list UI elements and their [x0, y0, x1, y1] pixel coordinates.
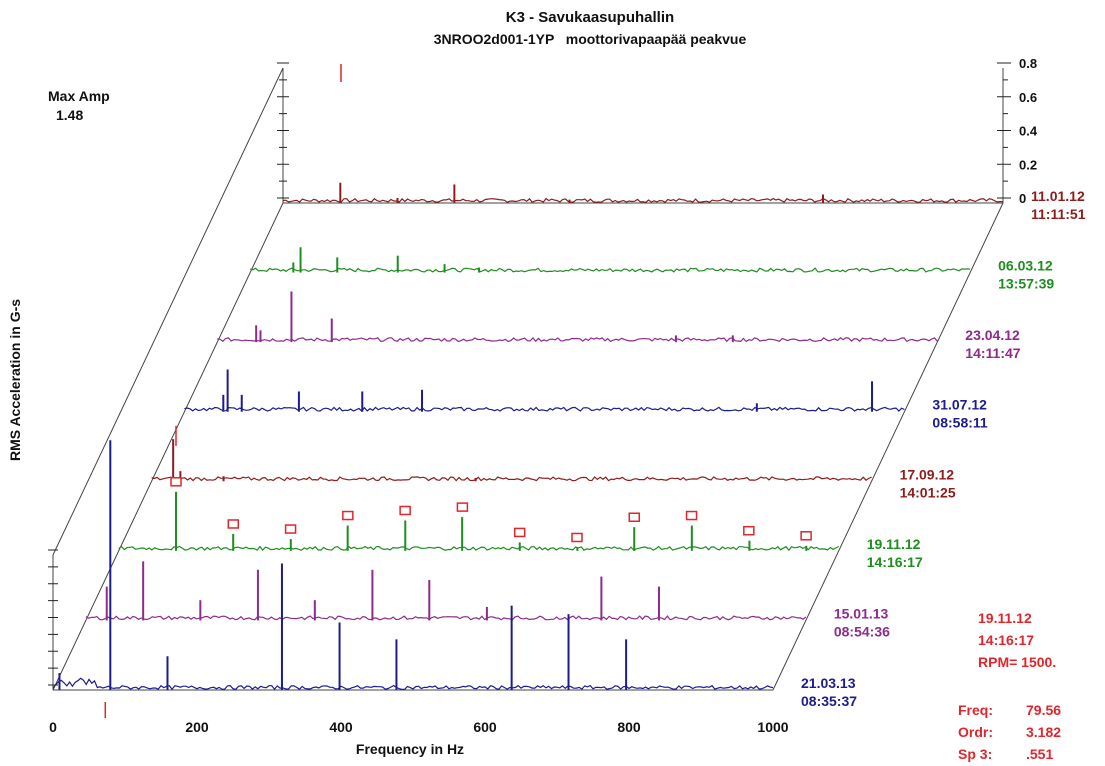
x-tick-label: 200 — [185, 719, 209, 735]
chart-title: K3 - Savukaasupuhallin — [506, 9, 674, 26]
harmonic-marker — [628, 512, 641, 522]
y-tick-label: 0.6 — [1019, 90, 1037, 105]
series-date-label: 17.09.12 — [900, 466, 955, 482]
harmonic-marker — [342, 510, 354, 521]
y-tick-label: 0.4 — [1019, 124, 1038, 139]
series-time-label: 08:35:37 — [801, 693, 857, 709]
series-date-label: 23.04.12 — [965, 327, 1020, 343]
x-tick-label: 400 — [329, 719, 353, 735]
freq-label: Freq: — [958, 702, 993, 718]
series-date-label: 11.01.12 — [1031, 188, 1085, 204]
series-time-label: 08:58:11 — [932, 415, 987, 431]
series-noise-line — [184, 406, 905, 412]
harmonic-marker — [284, 524, 297, 534]
upper-depth-line — [52, 67, 284, 556]
series-noise-line — [52, 677, 774, 691]
cursor-rpm: RPM= 1500. — [978, 654, 1057, 670]
series-time-label: 14:11:47 — [965, 345, 1020, 361]
series-date-label: 15.01.13 — [834, 605, 889, 621]
speed-value: .551 — [1026, 746, 1054, 762]
y-tick-label: 0.8 — [1019, 56, 1037, 71]
series-noise-line — [282, 197, 1004, 204]
max-amp-label: Max Amp — [48, 88, 110, 104]
series-date-label: 21.03.13 — [801, 675, 856, 691]
speed-label: Sp 3: — [958, 746, 993, 762]
harmonic-marker — [227, 519, 240, 529]
harmonic-marker — [571, 532, 583, 543]
chart-subtitle: 3NROO2d001-1YP moottorivapaapää peakvue — [434, 31, 747, 47]
order-value: 3.182 — [1026, 724, 1062, 740]
harmonic-marker — [456, 502, 469, 512]
series-noise-line — [151, 476, 872, 482]
series-time-label: 14:16:17 — [867, 554, 923, 570]
x-tick-label: 1000 — [757, 719, 788, 735]
x-tick-label: 800 — [617, 719, 641, 735]
y-axis-label: RMS Acceleration in G-s — [7, 299, 23, 461]
x-axis-label: Frequency in Hz — [356, 741, 464, 757]
y-tick-label: 0.2 — [1019, 157, 1037, 172]
freq-value: 79.56 — [1026, 702, 1062, 718]
series-date-label: 19.11.12 — [867, 536, 921, 552]
series-time-label: 08:54:36 — [834, 623, 890, 639]
series-date-label: 31.07.12 — [932, 397, 987, 413]
series-time-label: 14:01:25 — [900, 484, 956, 500]
y-tick-label: 0 — [1019, 191, 1026, 206]
series-time-label: 13:57:39 — [998, 276, 1054, 292]
series-noise-line — [85, 615, 807, 621]
series-date-label: 06.03.12 — [998, 258, 1053, 274]
max-amp-value: 1.48 — [56, 107, 83, 123]
x-tick-label: 0 — [49, 719, 57, 735]
harmonic-marker — [685, 510, 698, 521]
x-tick-label: 600 — [473, 719, 497, 735]
cursor-time: 14:16:17 — [978, 632, 1035, 648]
harmonic-marker — [399, 505, 411, 516]
harmonic-marker — [743, 525, 755, 536]
harmonic-marker — [800, 531, 812, 541]
harmonic-marker — [170, 477, 182, 487]
series-noise-line — [249, 267, 971, 273]
series-time-label: 11:11:51 — [1031, 206, 1086, 222]
series-noise-line — [217, 336, 938, 343]
cursor-date: 19.11.12 — [978, 610, 1032, 626]
depth-axis-right — [772, 202, 1004, 691]
order-label: Ordr: — [958, 724, 993, 740]
harmonic-marker — [513, 527, 526, 538]
depth-axis-left — [52, 202, 284, 691]
series-noise-line — [118, 545, 839, 552]
